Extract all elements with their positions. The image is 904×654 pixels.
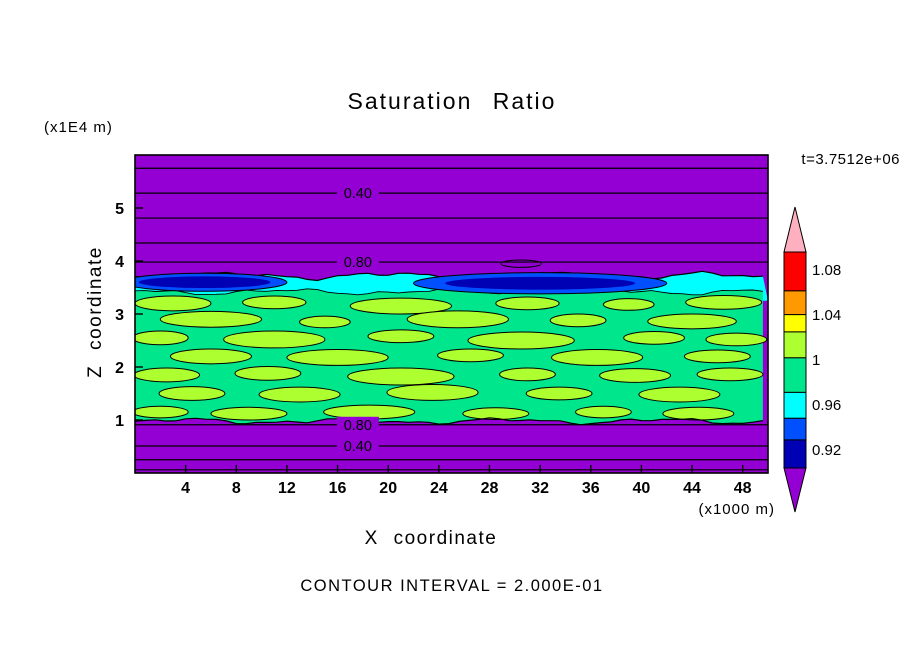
blue-pocket-inner [445, 276, 636, 290]
page-title: Saturation Ratio [347, 88, 557, 114]
green-yellow-blob [525, 386, 593, 401]
green-yellow-blob [386, 383, 479, 401]
green-yellow-blob [234, 365, 302, 381]
colorbar-tick-label: 0.96 [812, 397, 841, 414]
y-tick-label: 3 [115, 307, 124, 324]
colorbar-tick-label: 1.08 [812, 262, 841, 279]
green-yellow-blob [602, 298, 655, 311]
y-axis-title: Z coordinate [85, 246, 106, 378]
green-yellow-blob [135, 295, 212, 312]
x-tick-label: 4 [181, 480, 190, 497]
colorbar-segment [783, 417, 807, 441]
green-yellow-blob [575, 405, 632, 419]
plot-area: 0.40 0.80 0.80 0.40 [135, 155, 768, 473]
x-tick-label: 12 [278, 480, 296, 497]
x-tick-label: 24 [430, 480, 448, 497]
colorbar-segment [783, 331, 807, 359]
colorbar-segment [783, 439, 807, 469]
x-tick-label: 16 [329, 480, 347, 497]
green-yellow-blob [135, 367, 201, 383]
green-yellow-blob [169, 348, 252, 365]
colorbar-segment [783, 314, 807, 333]
lens-contour [500, 259, 542, 268]
green-yellow-blob [623, 330, 685, 345]
green-yellow-blob [286, 349, 389, 366]
colorbar-segment [783, 357, 807, 393]
green-yellow-blob [647, 313, 737, 330]
green-yellow-blob [158, 386, 226, 401]
x-tick-label: 44 [683, 480, 701, 497]
green-yellow-blob [467, 331, 575, 350]
green-yellow-blob [258, 386, 341, 403]
green-yellow-blob [299, 315, 351, 329]
colorbar-segment [783, 391, 807, 419]
contour-label-mask [336, 437, 379, 454]
green-yellow-blob [599, 368, 672, 383]
x-tick-label: 36 [582, 480, 600, 497]
green-yellow-blob [159, 310, 263, 328]
contour-label: 0.80 [344, 418, 372, 434]
green-yellow-blob [638, 386, 721, 403]
green-yellow-blob [347, 367, 455, 386]
y-tick-label: 2 [115, 360, 124, 377]
green-yellow-blob [135, 330, 189, 346]
colorbar-tick-label: 1.04 [812, 307, 841, 324]
green-yellow-blob [462, 407, 530, 420]
green-yellow-blob [406, 310, 509, 329]
contour-label-mask [336, 416, 379, 433]
x-tick-label: 8 [232, 480, 241, 497]
x-axis-unit-label: (x1000 m) [698, 501, 775, 518]
green-yellow-blob [683, 349, 751, 364]
x-tick-label: 40 [633, 480, 651, 497]
contour-label: 0.40 [344, 439, 372, 455]
green-yellow-blob [242, 295, 307, 310]
colorbar-segment [783, 251, 807, 292]
y-axis-unit-label: (x1E4 m) [44, 119, 113, 136]
green-yellow-blob [662, 406, 735, 421]
contour-interval-note: CONTOUR INTERVAL = 2.000E-01 [300, 577, 604, 595]
green-yellow-blob [696, 367, 764, 382]
contour-label-mask [336, 185, 379, 202]
y-tick-label: 5 [115, 201, 124, 218]
band-bottom-contour [135, 417, 763, 426]
contour-label: 0.40 [344, 186, 372, 202]
colorbar-segment [783, 290, 807, 316]
green-yellow-blob [367, 329, 435, 344]
y-tick-label: 4 [115, 254, 124, 271]
colorbar-under-arrow [783, 467, 807, 513]
blue-pocket-inner [138, 276, 271, 289]
colorbar-tick-label: 0.92 [812, 442, 841, 459]
green-yellow-blob [223, 330, 326, 349]
colorbar-tick-label: 1 [812, 352, 820, 369]
green-yellow-blob [349, 297, 452, 315]
x-tick-label: 48 [734, 480, 752, 497]
y-tick-label: 1 [115, 413, 124, 430]
green-yellow-blob [549, 313, 607, 328]
colorbar-over-arrow [783, 206, 807, 253]
x-tick-label: 32 [531, 480, 549, 497]
green-yellow-blob [210, 406, 288, 421]
green-yellow-blob [135, 405, 189, 419]
green-yellow-blob [499, 367, 556, 382]
green-yellow-blob [685, 294, 763, 310]
x-tick-label: 20 [379, 480, 397, 497]
contour-label-mask [336, 254, 379, 271]
x-tick-label: 28 [481, 480, 499, 497]
contour-label: 0.80 [344, 255, 372, 271]
green-yellow-blob [705, 332, 768, 347]
green-yellow-blob [495, 296, 560, 311]
green-yellow-blob [437, 348, 504, 363]
time-annotation: t=3.7512e+06 [801, 151, 900, 168]
x-axis-title: X coordinate [364, 528, 498, 549]
green-yellow-blob [551, 349, 644, 366]
